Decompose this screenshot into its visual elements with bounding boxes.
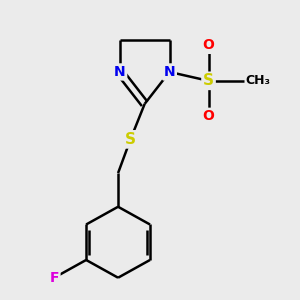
Text: F: F — [50, 271, 59, 285]
Text: O: O — [202, 38, 214, 52]
Text: N: N — [164, 65, 175, 79]
Text: CH₃: CH₃ — [246, 74, 271, 87]
Text: S: S — [125, 132, 136, 147]
Text: S: S — [203, 73, 214, 88]
Text: N: N — [114, 65, 126, 79]
Text: O: O — [202, 109, 214, 123]
